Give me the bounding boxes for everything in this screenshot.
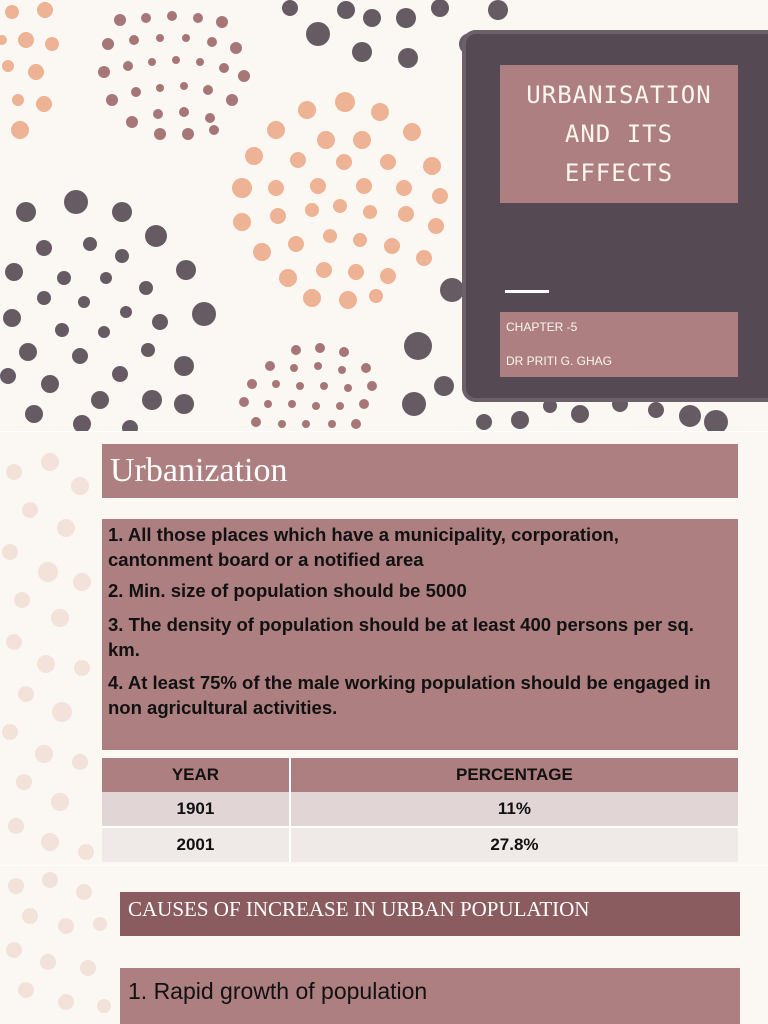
title-slide: URBANISATION AND ITS EFFECTS CHAPTER -5 … (0, 0, 768, 432)
criteria-box: 1. All those places which have a municip… (102, 519, 738, 750)
causes-heading-box: CAUSES OF INCREASE IN URBAN POPULATION (120, 892, 740, 936)
table-cell-percentage: 11% (289, 792, 738, 828)
table-cell-year: 2001 (102, 827, 291, 862)
causes-slide: CAUSES OF INCREASE IN URBAN POPULATION 1… (0, 866, 768, 1024)
presentation-title: URBANISATION AND ITS EFFECTS (526, 80, 712, 187)
table-header-percentage: PERCENTAGE (289, 758, 738, 792)
table-row: 2001 27.8% (102, 827, 738, 862)
criteria-item: 4. At least 75% of the male working popu… (108, 672, 711, 718)
title-box: URBANISATION AND ITS EFFECTS (500, 65, 738, 203)
cause-point-box: 1. Rapid growth of population (120, 968, 740, 1024)
definition-slide: Urbanization 1. All those places which h… (0, 432, 768, 866)
table-cell-year: 1901 (102, 792, 291, 828)
chapter-label: CHAPTER -5 (506, 320, 578, 334)
faint-dot-pattern (6, 872, 111, 1013)
criteria-item: 2. Min. size of population should be 500… (108, 580, 467, 601)
definition-heading-box: Urbanization (102, 444, 738, 498)
definition-heading: Urbanization (110, 452, 288, 489)
faint-dot-pattern (2, 453, 94, 860)
criteria-item: 3. The density of population should be a… (108, 614, 694, 660)
criteria-item: 1. All those places which have a municip… (108, 524, 619, 570)
subtitle-box: CHAPTER -5 DR PRITI G. GHAG (500, 312, 738, 377)
urban-population-table: YEAR PERCENTAGE 1901 11% 2001 27.8% (102, 758, 738, 862)
table-row: 1901 11% (102, 792, 738, 828)
decorative-dot-pattern (0, 0, 728, 432)
author-label: DR PRITI G. GHAG (506, 354, 613, 368)
cause-point: 1. Rapid growth of population (128, 978, 428, 1004)
table-header-year: YEAR (102, 758, 291, 792)
table-cell-percentage: 27.8% (289, 827, 738, 862)
table-header-row: YEAR PERCENTAGE (102, 758, 738, 792)
title-divider (505, 290, 549, 293)
causes-heading: CAUSES OF INCREASE IN URBAN POPULATION (128, 897, 590, 921)
